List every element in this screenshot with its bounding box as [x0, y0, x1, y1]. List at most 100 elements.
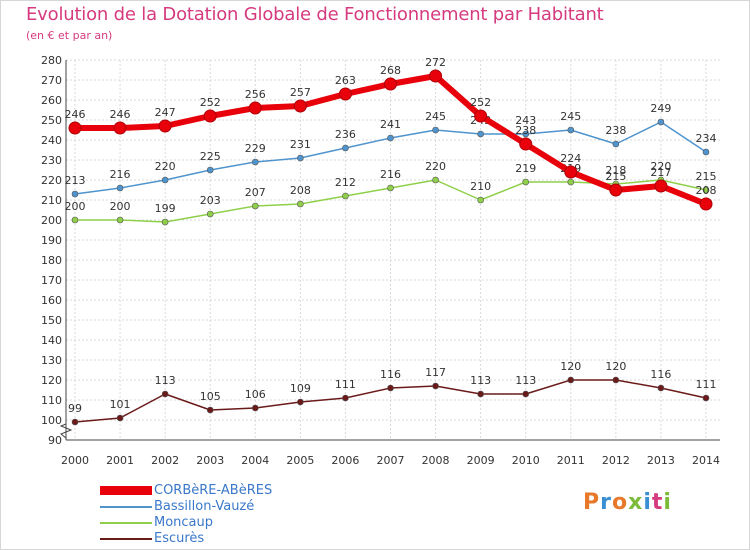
- data-label: 116: [380, 368, 401, 381]
- data-label: 217: [650, 166, 671, 179]
- data-label: 199: [155, 202, 176, 215]
- data-point: [387, 184, 394, 192]
- axis-break-icon: [59, 423, 73, 439]
- data-label: 263: [335, 74, 356, 87]
- data-label: 200: [110, 200, 131, 213]
- y-tick-label: 280: [41, 54, 62, 67]
- data-point: [429, 69, 443, 83]
- data-point: [113, 121, 127, 135]
- data-label: 252: [200, 96, 221, 109]
- data-label: 219: [515, 162, 536, 175]
- data-label: 109: [290, 382, 311, 395]
- data-point: [68, 121, 82, 135]
- data-point: [612, 140, 620, 148]
- data-point: [702, 186, 710, 194]
- x-tick-label: 2009: [467, 454, 495, 467]
- x-tick-label: 2003: [196, 454, 224, 467]
- data-point: [251, 202, 259, 210]
- data-point: [522, 130, 530, 138]
- y-tick-label: 130: [41, 354, 62, 367]
- data-label: 212: [335, 176, 356, 189]
- data-label: 241: [380, 118, 401, 131]
- data-label: 224: [560, 152, 581, 165]
- data-point: [477, 130, 484, 138]
- proxiti-logo: Proxiti: [583, 490, 672, 515]
- data-point: [522, 178, 530, 186]
- data-point: [161, 390, 169, 398]
- data-point: [248, 101, 262, 115]
- data-point: [158, 119, 172, 133]
- data-label: 238: [605, 124, 626, 137]
- legend-item-escures: Escurès: [100, 531, 360, 546]
- data-point: [567, 376, 575, 384]
- data-point: [342, 192, 349, 200]
- data-point: [293, 99, 307, 113]
- legend-label-moncaup: Moncaup: [154, 515, 214, 530]
- data-label: 243: [515, 114, 536, 127]
- x-tick-label: 2014: [692, 454, 720, 467]
- data-point: [702, 394, 710, 402]
- data-label: 246: [110, 108, 131, 121]
- data-point: [206, 210, 214, 218]
- data-point: [206, 166, 214, 174]
- y-tick-label: 90: [48, 434, 62, 447]
- data-point: [432, 126, 439, 134]
- x-tick-label: 2011: [557, 454, 585, 467]
- x-tick-label: 2006: [331, 454, 359, 467]
- data-label: 257: [290, 86, 311, 99]
- x-tick-label: 2004: [241, 454, 269, 467]
- data-label: 111: [335, 378, 356, 391]
- data-point: [297, 398, 304, 406]
- y-tick-label: 170: [41, 274, 62, 287]
- data-point: [206, 406, 214, 414]
- legend-label-escures: Escurès: [154, 531, 205, 546]
- legend-label-bassillon: Bassillon-Vauzé: [154, 499, 255, 514]
- data-point: [387, 134, 394, 142]
- x-tick-label: 2010: [512, 454, 540, 467]
- data-label: 229: [245, 142, 266, 155]
- data-label: 238: [515, 124, 536, 137]
- data-label: 218: [605, 164, 626, 177]
- y-tick-label: 260: [41, 94, 62, 107]
- data-label: 215: [696, 170, 717, 183]
- data-point: [71, 190, 79, 198]
- data-point: [71, 216, 79, 224]
- y-tick-label: 140: [41, 334, 62, 347]
- data-point: [161, 218, 169, 226]
- data-point: [297, 154, 304, 162]
- data-label: 208: [290, 184, 311, 197]
- data-point: [474, 109, 488, 123]
- legend-item-bassillon: Bassillon-Vauzé: [100, 499, 360, 514]
- chart-subtitle: (en € et par an): [26, 29, 113, 42]
- data-point: [477, 390, 484, 398]
- data-label: 117: [425, 366, 446, 379]
- data-point: [657, 384, 665, 392]
- data-label: 247: [155, 106, 176, 119]
- data-point: [338, 87, 352, 101]
- data-point: [519, 137, 533, 151]
- data-point: [203, 109, 217, 123]
- data-label: 208: [696, 184, 717, 197]
- data-point: [342, 394, 349, 402]
- y-tick-label: 230: [41, 154, 62, 167]
- data-label: 231: [290, 138, 311, 151]
- y-tick-label: 210: [41, 194, 62, 207]
- data-label: 216: [110, 168, 131, 181]
- chart-title: Evolution de la Dotation Globale de Fonc…: [26, 4, 604, 25]
- data-point: [522, 390, 530, 398]
- data-label: 249: [650, 102, 671, 115]
- data-point: [342, 144, 349, 152]
- data-point: [297, 200, 304, 208]
- data-label: 245: [425, 110, 446, 123]
- data-label: 105: [200, 390, 221, 403]
- data-point: [116, 414, 124, 422]
- data-label: 210: [470, 180, 491, 193]
- data-label: 113: [470, 374, 491, 387]
- data-label: 220: [425, 160, 446, 173]
- y-tick-label: 180: [41, 254, 62, 267]
- y-tick-label: 190: [41, 234, 62, 247]
- legend-item-moncaup: Moncaup: [100, 515, 360, 530]
- legend-swatch-moncaup: [100, 522, 152, 524]
- data-point: [251, 404, 259, 412]
